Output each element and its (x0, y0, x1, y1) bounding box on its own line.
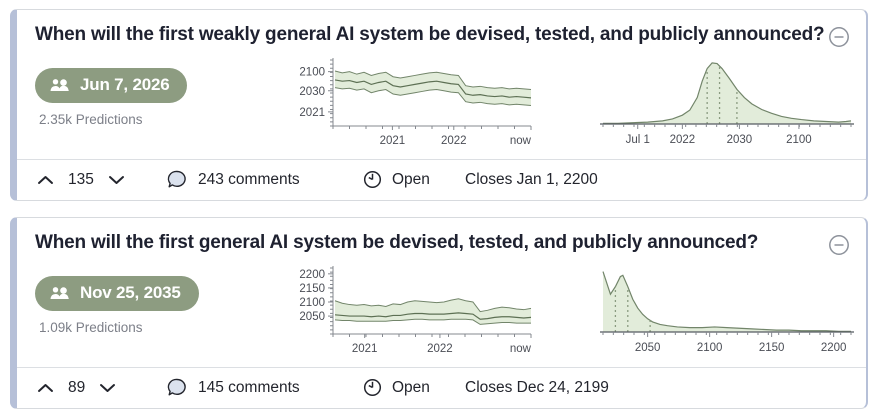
minus-circle-icon (828, 26, 850, 48)
svg-text:2100: 2100 (697, 342, 723, 354)
svg-text:2022: 2022 (427, 343, 453, 355)
svg-text:2030: 2030 (299, 86, 325, 98)
comment-bubble-icon (167, 170, 187, 189)
community-people-icon (49, 78, 71, 93)
svg-text:2021: 2021 (352, 343, 378, 355)
upvote-button[interactable] (35, 173, 56, 187)
question-title: When will the first general AI system be… (35, 232, 759, 253)
svg-text:2021: 2021 (299, 107, 325, 119)
svg-text:now: now (510, 343, 532, 355)
comments-count: 243 comments (198, 170, 300, 188)
svg-text:2100: 2100 (786, 134, 812, 146)
svg-text:now: now (510, 135, 532, 147)
comments-count: 145 comments (198, 378, 300, 396)
svg-text:2022: 2022 (441, 135, 467, 147)
comment-bubble-icon (167, 378, 187, 397)
timeseries-chart: 2200 2150 2100 2050 2021 2022 now (293, 262, 541, 363)
svg-text:2050: 2050 (299, 311, 325, 323)
clock-icon (363, 378, 382, 397)
vote-count: 89 (68, 378, 86, 396)
minus-circle-icon (828, 234, 850, 256)
vote-controls: 89 (35, 379, 167, 397)
downvote-button[interactable] (106, 173, 127, 187)
vote-controls: 135 (35, 171, 167, 189)
status-group: Open (363, 378, 465, 397)
clock-icon (363, 170, 382, 189)
status-label: Open (392, 378, 430, 396)
svg-text:2021: 2021 (380, 135, 406, 147)
badge-date: Nov 25, 2035 (80, 283, 181, 302)
comments-link[interactable]: 243 comments (167, 170, 363, 189)
distribution-chart: Jul 1 2022 2030 2100 (596, 56, 858, 155)
closes-label: Closes Jan 1, 2200 (465, 170, 598, 188)
prediction-badge: Nov 25, 2035 (35, 276, 199, 311)
downvote-button[interactable] (97, 381, 118, 395)
svg-text:2022: 2022 (670, 134, 696, 146)
svg-text:2100: 2100 (299, 67, 325, 79)
svg-text:2100: 2100 (299, 297, 325, 309)
status-label: Open (392, 170, 430, 188)
timeseries-chart: 2100 2030 2021 2021 2022 now (293, 54, 541, 155)
svg-text:2050: 2050 (635, 342, 661, 354)
comments-link[interactable]: 145 comments (167, 378, 363, 397)
community-people-icon (49, 286, 71, 301)
svg-text:2150: 2150 (759, 342, 785, 354)
status-group: Open (363, 170, 465, 189)
svg-text:2200: 2200 (821, 342, 847, 354)
collapse-button[interactable] (826, 232, 852, 258)
collapse-button[interactable] (826, 24, 852, 50)
prediction-badge: Jun 7, 2026 (35, 68, 188, 103)
question-card[interactable]: When will the first weakly general AI sy… (10, 9, 868, 201)
question-card[interactable]: When will the first general AI system be… (10, 217, 868, 409)
badge-date: Jun 7, 2026 (80, 75, 170, 94)
distribution-chart: 2050 2100 2150 2200 (596, 264, 858, 363)
closes-label: Closes Dec 24, 2199 (465, 378, 609, 396)
svg-text:2030: 2030 (727, 134, 753, 146)
svg-text:2200: 2200 (299, 269, 325, 281)
svg-text:2150: 2150 (299, 283, 325, 295)
upvote-button[interactable] (35, 381, 56, 395)
predictions-count: 1.09k Predictions (39, 320, 143, 335)
svg-text:Jul 1: Jul 1 (626, 134, 650, 146)
predictions-count: 2.35k Predictions (39, 112, 143, 127)
question-title: When will the first weakly general AI sy… (35, 24, 825, 45)
vote-count: 135 (68, 170, 94, 188)
